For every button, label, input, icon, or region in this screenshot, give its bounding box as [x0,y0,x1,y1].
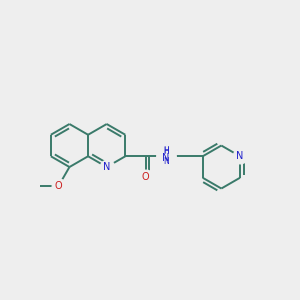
Text: O: O [142,172,150,182]
Text: H: H [163,146,169,155]
Text: N: N [236,151,244,161]
Text: O: O [55,181,62,190]
Text: H
N: H N [163,147,169,166]
Text: N: N [163,153,170,163]
Text: N: N [103,162,110,172]
